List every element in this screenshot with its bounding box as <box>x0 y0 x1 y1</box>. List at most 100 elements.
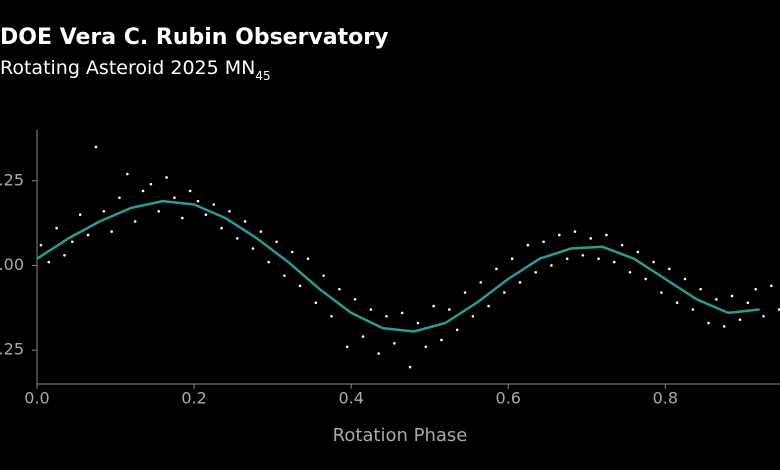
data-point <box>220 226 223 230</box>
data-point <box>722 325 726 328</box>
x-tick-label: 0.4 <box>338 389 363 408</box>
data-point <box>542 240 545 244</box>
data-point <box>660 291 663 294</box>
data-point <box>259 230 263 233</box>
data-point <box>338 287 341 291</box>
data-point <box>228 209 231 213</box>
data-point <box>173 196 176 200</box>
data-point <box>612 260 616 264</box>
data-point <box>667 267 671 271</box>
data-point <box>518 281 522 284</box>
data-point <box>777 308 780 311</box>
data-point <box>126 172 129 176</box>
data-point <box>353 298 357 301</box>
data-point <box>361 335 365 338</box>
data-point <box>275 240 278 244</box>
data-point <box>471 314 475 318</box>
data-point <box>495 267 498 271</box>
data-point <box>738 318 742 321</box>
chart-subtitle: Rotating Asteroid 2025 MN45 <box>0 57 271 83</box>
data-point <box>746 301 750 305</box>
data-point <box>78 213 82 216</box>
data-point <box>188 189 192 193</box>
data-point <box>251 247 255 250</box>
data-point <box>181 216 184 220</box>
data-point <box>565 257 569 260</box>
data-point <box>369 308 373 311</box>
data-point <box>605 233 608 237</box>
data-point <box>267 260 270 264</box>
data-point <box>393 342 396 345</box>
data-point <box>503 291 506 294</box>
data-point <box>707 321 710 325</box>
data-point <box>487 304 490 308</box>
data-point <box>235 237 239 240</box>
x-tick-label: 0.2 <box>181 389 206 408</box>
data-point <box>715 298 718 301</box>
x-axis-label: Rotation Phase <box>333 425 468 446</box>
data-point <box>432 304 435 308</box>
data-point <box>243 220 247 223</box>
data-point <box>165 176 168 179</box>
data-point <box>110 230 113 233</box>
data-point <box>290 250 294 254</box>
data-point <box>141 189 145 193</box>
data-point <box>479 281 483 284</box>
data-point <box>212 203 216 206</box>
y-tick-label: .25 <box>0 170 24 189</box>
data-point <box>620 243 624 247</box>
x-tick-label: 0.0 <box>24 389 49 408</box>
data-point <box>762 314 765 318</box>
x-tick-label: 0.6 <box>496 389 521 408</box>
y-tick-label: .25 <box>0 340 24 359</box>
data-point <box>149 182 153 186</box>
data-point <box>330 314 333 318</box>
data-point <box>314 301 318 305</box>
data-point <box>534 270 538 274</box>
data-point <box>675 301 679 305</box>
data-point <box>39 243 43 247</box>
data-point <box>510 257 514 260</box>
subtitle-text: Rotating Asteroid 2025 MN <box>0 57 255 79</box>
data-point <box>730 294 734 298</box>
data-point <box>133 220 137 223</box>
data-point <box>306 257 310 260</box>
data-point <box>644 277 647 281</box>
data-point <box>652 260 655 264</box>
data-point <box>683 277 687 281</box>
data-point <box>628 270 632 274</box>
data-point <box>754 287 757 291</box>
data-point <box>196 199 200 203</box>
model-curve <box>36 199 760 333</box>
x-tick-label: 0.8 <box>653 389 678 408</box>
data-point <box>416 321 420 325</box>
data-point <box>377 352 380 355</box>
data-point <box>770 284 773 288</box>
data-point <box>63 254 66 257</box>
data-point <box>440 338 443 342</box>
data-point <box>94 145 98 149</box>
data-point <box>118 196 121 200</box>
data-point <box>526 243 530 247</box>
data-point <box>550 264 553 267</box>
data-point <box>455 328 459 332</box>
data-point <box>448 308 451 311</box>
data-point <box>55 226 58 230</box>
data-point <box>283 274 286 277</box>
data-point <box>573 230 577 233</box>
data-point <box>408 365 412 369</box>
data-point <box>298 284 302 288</box>
data-point <box>699 287 702 291</box>
data-point <box>424 345 428 349</box>
data-point <box>400 311 404 315</box>
data-point <box>589 237 593 240</box>
data-point <box>47 260 51 264</box>
data-point <box>322 274 325 277</box>
data-point <box>581 254 585 257</box>
data-point <box>157 209 161 213</box>
data-point <box>691 308 695 311</box>
y-tick-label: .00 <box>0 255 24 274</box>
chart-title: DOE Vera C. Rubin Observatory <box>0 25 388 50</box>
data-point <box>86 233 90 237</box>
